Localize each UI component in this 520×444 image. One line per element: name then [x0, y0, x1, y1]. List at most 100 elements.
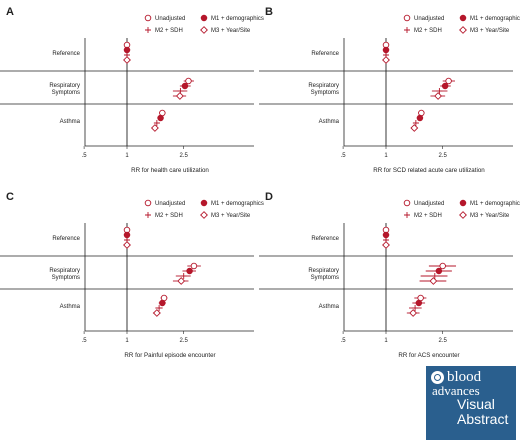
data-point: [412, 120, 419, 126]
data-point: [382, 46, 390, 54]
x-tick-label: 2.5: [439, 153, 448, 159]
data-point: [180, 273, 187, 279]
legend-marker: [403, 199, 411, 207]
category-label: Reference: [311, 51, 339, 57]
legend-label: Unadjusted: [155, 201, 185, 207]
x-axis-label: RR for health care utilization: [131, 167, 209, 174]
x-tick-label: 2.5: [180, 153, 189, 159]
logo-line2: Abstract: [457, 411, 509, 427]
data-point: [410, 124, 419, 132]
legend-label: M3 + Year/Site: [470, 28, 510, 34]
legend-label: Unadjusted: [155, 16, 185, 22]
x-tick-label: 1: [125, 153, 129, 159]
logo-word: blood: [447, 369, 482, 385]
category-label: Reference: [311, 236, 339, 242]
data-point: [190, 262, 198, 270]
data-point: [177, 277, 186, 285]
data-point: [445, 77, 452, 85]
category-label: Respiratory: [308, 268, 339, 274]
x-tick-label: .5: [341, 338, 347, 344]
legend-marker: [144, 14, 152, 22]
legend-label: M3 + Year/Site: [211, 213, 251, 219]
data-point: [436, 88, 443, 94]
data-point: [156, 305, 163, 311]
category-label: Reference: [52, 51, 80, 57]
category-label: Asthma: [60, 304, 81, 310]
data-point: [435, 267, 443, 275]
legend-label: M3 + Year/Site: [470, 213, 510, 219]
legend-label: M2 + SDH: [155, 28, 183, 34]
data-point: [185, 77, 192, 85]
data-point: [434, 92, 443, 100]
data-point: [150, 124, 159, 132]
legend-marker: [200, 211, 208, 219]
data-point: [415, 299, 423, 307]
category-label: Symptoms: [311, 90, 339, 96]
data-point: [153, 120, 160, 126]
category-label: Asthma: [319, 119, 340, 125]
data-point: [382, 241, 390, 249]
logo-line1: Visual: [457, 396, 495, 412]
legend-marker: [145, 212, 151, 218]
data-point: [429, 277, 438, 285]
x-tick-label: .5: [341, 153, 347, 159]
panel-letter: C: [6, 191, 14, 203]
panel-letter: A: [6, 6, 14, 18]
data-point: [412, 305, 419, 311]
legend-label: Unadjusted: [414, 201, 444, 207]
blood-advances-visual-abstract-logo: blood advances Visual Abstract: [426, 366, 516, 440]
data-point: [123, 241, 131, 249]
x-axis-label: RR for SCD related acute care utilizatio…: [373, 167, 485, 174]
data-point: [382, 56, 390, 64]
data-point: [439, 262, 446, 270]
legend-label: M1 + demographics: [211, 16, 264, 22]
data-point: [416, 114, 424, 122]
legend-marker: [459, 211, 467, 219]
legend-label: M2 + SDH: [414, 28, 442, 34]
logo-sub: advances: [432, 383, 480, 398]
category-label: Respiratory: [308, 83, 339, 89]
category-label: Reference: [52, 236, 80, 242]
category-label: Symptoms: [311, 275, 339, 281]
legend-marker: [200, 26, 208, 34]
x-axis-label: RR for Painful episode encounter: [124, 352, 215, 359]
x-axis-label: RR for ACS encounter: [398, 352, 459, 359]
x-tick-label: 1: [384, 153, 388, 159]
legend-marker: [459, 14, 467, 22]
x-tick-label: .5: [82, 338, 88, 344]
data-point: [441, 82, 449, 90]
category-label: Respiratory: [49, 83, 80, 89]
legend-marker: [403, 14, 411, 22]
x-tick-label: .5: [82, 153, 88, 159]
category-label: Respiratory: [49, 268, 80, 274]
data-point: [123, 56, 131, 64]
legend-label: M2 + SDH: [155, 213, 183, 219]
panel-letter: B: [265, 6, 273, 18]
data-point: [123, 46, 131, 54]
legend-marker: [200, 14, 208, 22]
category-label: Asthma: [319, 304, 340, 310]
data-point: [157, 114, 164, 122]
legend-marker: [459, 199, 467, 207]
x-tick-label: 1: [125, 338, 129, 344]
legend-label: Unadjusted: [414, 16, 444, 22]
legend-marker: [459, 26, 467, 34]
data-point: [175, 92, 184, 100]
legend-marker: [404, 212, 410, 218]
x-tick-label: 2.5: [180, 338, 189, 344]
legend-marker: [144, 199, 152, 207]
blood-drop-icon: [431, 370, 444, 384]
category-label: Symptoms: [52, 90, 80, 96]
data-point: [186, 267, 193, 275]
legend-label: M1 + demographics: [211, 201, 264, 207]
category-label: Asthma: [60, 119, 81, 125]
x-tick-label: 2.5: [439, 338, 448, 344]
data-point: [159, 299, 166, 307]
legend-marker: [145, 27, 151, 33]
data-point: [123, 231, 131, 239]
